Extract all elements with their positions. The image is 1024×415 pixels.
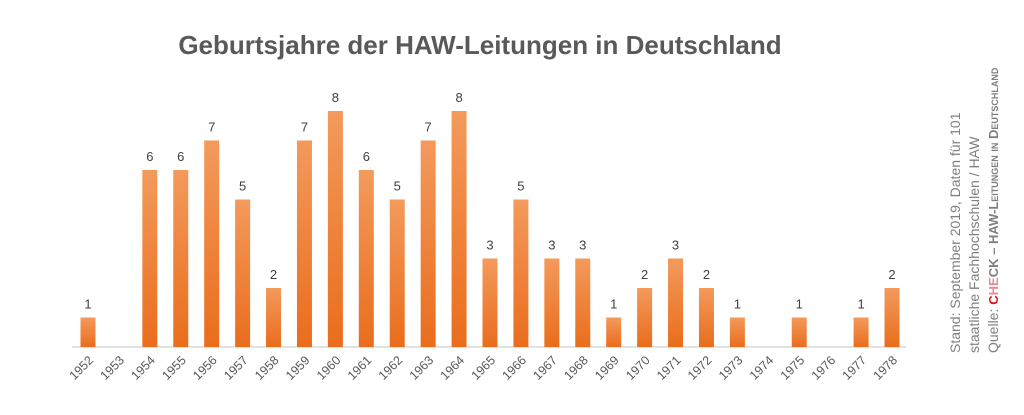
chart-title: Geburtsjahre der HAW-Leitungen in Deutsc… [178,30,782,60]
data-label-1977: 1 [857,297,864,312]
x-tick-label-1964: 1964 [438,353,468,383]
bar-1967 [544,258,560,347]
bar-1960 [327,111,343,347]
data-label-1962: 5 [394,179,401,194]
data-label-1975: 1 [796,297,803,312]
bar-1968 [575,258,591,347]
x-tick-label-1954: 1954 [128,353,158,383]
bar-1959 [296,140,312,347]
bar-chart: 1 1952 1953 6 1954 6 1955 7 1956 5 1957 2 1958 7 1959 8… [67,90,906,383]
bar-1969 [606,317,622,347]
x-tick-label-1972: 1972 [685,353,715,383]
bar-1962 [389,199,405,347]
x-tick-label-1967: 1967 [530,353,560,383]
data-label-1959: 7 [301,120,308,135]
data-label-1961: 6 [363,149,370,164]
note-source: Quelle: CHECK – HAW-Leitungen in Deutsch… [984,53,1003,353]
x-tick-label-1957: 1957 [221,353,251,383]
source-note: Stand: September 2019, Daten für 101 sta… [946,53,1003,353]
data-label-1960: 8 [332,90,339,105]
x-tick-label-1971: 1971 [654,353,684,383]
note-line1: Stand: September 2019, Daten für 101 [947,112,963,354]
x-tick-label-1970: 1970 [623,353,653,383]
data-label-1955: 6 [177,149,184,164]
bar-1955 [173,170,189,347]
data-label-1973: 1 [734,297,741,312]
data-label-1964: 8 [455,90,462,105]
note-line2: staatliche Fachhochschulen / HAW [966,136,982,353]
bar-1978 [884,288,900,347]
bar-1973 [729,317,745,347]
data-label-1963: 7 [425,120,432,135]
data-label-1971: 3 [672,238,679,253]
x-tick-label-1969: 1969 [592,353,622,383]
bar-1961 [358,170,374,347]
data-label-1970: 2 [641,267,648,282]
x-tick-label-1962: 1962 [376,353,406,383]
data-label-1978: 2 [888,267,895,282]
data-label-1969: 1 [610,297,617,312]
x-tick-label-1961: 1961 [345,353,375,383]
x-tick-label-1955: 1955 [159,353,189,383]
bar-1977 [853,317,869,347]
x-tick-label-1976: 1976 [809,353,839,383]
bar-1966 [513,199,529,347]
data-label-1954: 6 [146,149,153,164]
bar-1975 [791,317,807,347]
bar-1965 [482,258,498,347]
x-tick-label-1966: 1966 [499,353,529,383]
x-tick-label-1958: 1958 [252,353,282,383]
data-label-1956: 7 [208,120,215,135]
bar-1971 [668,258,684,347]
bar-1972 [698,288,714,347]
bar-1954 [142,170,158,347]
bar-1952 [80,317,96,347]
bar-1964 [451,111,467,347]
source-he: HE [986,277,1001,296]
data-label-1958: 2 [270,267,277,282]
x-tick-label-1956: 1956 [190,353,220,383]
source-label: Quelle: [985,304,1001,353]
x-tick-label-1953: 1953 [97,353,127,383]
x-tick-label-1977: 1977 [840,353,870,383]
x-tick-label-1952: 1952 [67,353,97,383]
x-tick-label-1975: 1975 [778,353,808,383]
x-tick-label-1978: 1978 [871,353,901,383]
data-label-1968: 3 [579,238,586,253]
bar-1958 [266,288,282,347]
x-tick-label-1974: 1974 [747,353,777,383]
bar-1970 [637,288,653,347]
source-c: C [986,295,1001,305]
x-tick-label-1959: 1959 [283,353,313,383]
data-label-1965: 3 [486,238,493,253]
data-label-1972: 2 [703,267,710,282]
source-rest: – HAW-Leitungen in Deutschland [986,67,1001,259]
bar-1956 [204,140,220,347]
source-ck: CK [986,258,1001,278]
bar-1963 [420,140,436,347]
x-tick-label-1973: 1973 [716,353,746,383]
x-tick-label-1968: 1968 [561,353,591,383]
bar-1957 [235,199,251,347]
data-label-1952: 1 [84,297,91,312]
x-tick-label-1960: 1960 [314,353,344,383]
data-label-1957: 5 [239,179,246,194]
data-label-1967: 3 [548,238,555,253]
x-tick-label-1963: 1963 [407,353,437,383]
data-label-1966: 5 [517,179,524,194]
x-tick-label-1965: 1965 [469,353,499,383]
